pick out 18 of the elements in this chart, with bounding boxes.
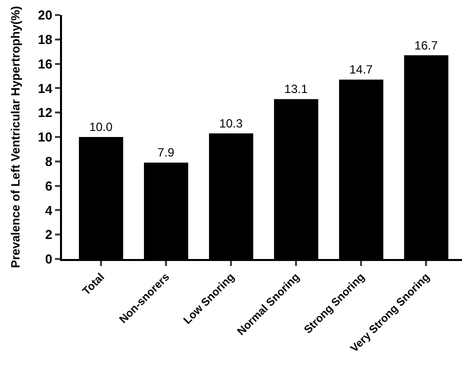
y-tick-label: 8: [45, 154, 52, 169]
y-tick-label: 16: [38, 56, 52, 72]
data-label: 16.7: [414, 38, 438, 52]
y-tick-label: 10: [38, 130, 52, 145]
y-axis-title: Prevalence of Left Ventricular Hypertrophy(%): [8, 6, 23, 268]
y-tick-label: 14: [38, 80, 54, 96]
y-tick-label: 12: [38, 105, 52, 120]
data-label: 10.3: [219, 116, 243, 130]
y-tick-label: 20: [38, 8, 52, 23]
y-tick-label: 18: [38, 32, 52, 47]
data-label: 10.0: [89, 120, 113, 134]
data-label: 7.9: [158, 146, 175, 160]
y-tick-label: 6: [45, 178, 52, 194]
data-label: 13.1: [284, 82, 308, 96]
data-label: 14.7: [349, 62, 374, 77]
y-tick-label: 0: [45, 252, 52, 267]
y-tick-label: 2: [45, 227, 52, 242]
y-tick-label: 4: [45, 202, 54, 218]
